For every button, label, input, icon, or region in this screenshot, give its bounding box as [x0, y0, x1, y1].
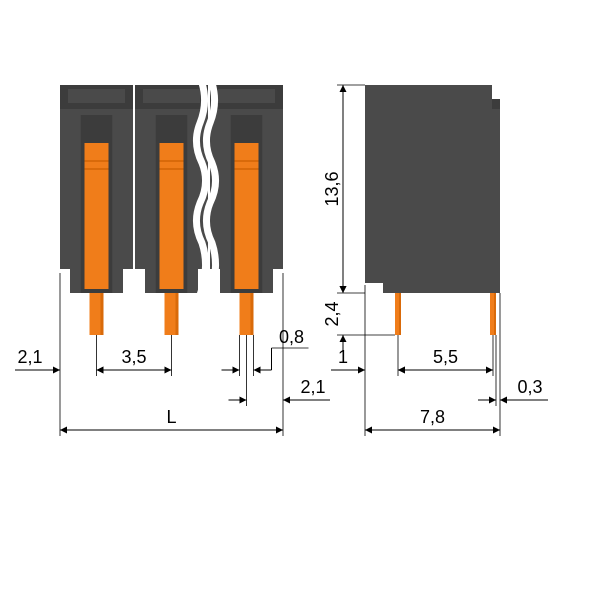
svg-text:L: L	[166, 407, 176, 427]
side-view	[365, 85, 500, 335]
front-view	[60, 83, 283, 335]
svg-text:5,5: 5,5	[433, 347, 458, 367]
svg-text:2,4: 2,4	[322, 301, 342, 326]
svg-text:3,5: 3,5	[121, 347, 146, 367]
svg-text:0,8: 0,8	[279, 327, 304, 347]
svg-text:2,1: 2,1	[300, 377, 325, 397]
svg-text:13,6: 13,6	[322, 171, 342, 206]
svg-text:7,8: 7,8	[420, 407, 445, 427]
svg-text:0,3: 0,3	[517, 377, 542, 397]
svg-text:1: 1	[338, 347, 348, 367]
svg-text:2,1: 2,1	[17, 347, 42, 367]
